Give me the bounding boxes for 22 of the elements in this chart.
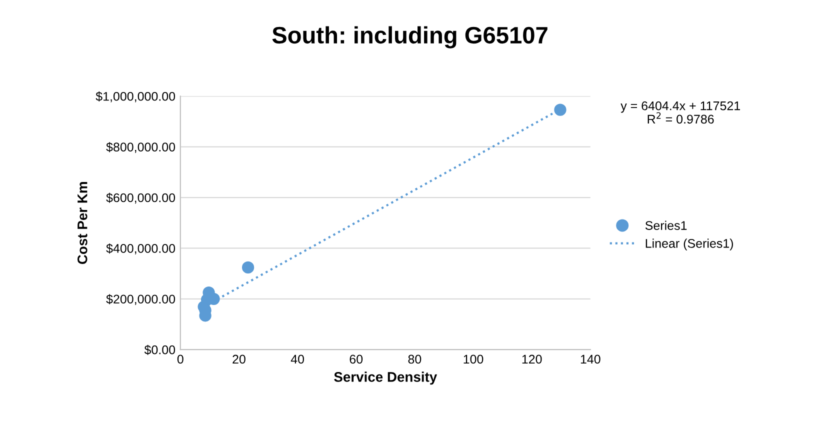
- y-axis-title: Cost Per Km: [77, 182, 88, 264]
- legend-label: Linear (Series1): [646, 238, 733, 250]
- x-tick-label: 80: [408, 354, 422, 364]
- legend-label: Series1: [645, 220, 687, 230]
- x-axis-title: Service Density: [334, 372, 438, 385]
- x-tick-label: 20: [232, 354, 246, 364]
- y-tick-label: $200,000.00: [106, 294, 176, 306]
- y-tick-label: $400,000.00: [106, 243, 176, 254]
- x-tick-label: 140: [580, 354, 600, 364]
- y-tick-label: $0.00: [144, 344, 176, 355]
- x-tick-label: 120: [522, 354, 542, 364]
- y-tick-label: $600,000.00: [106, 192, 176, 204]
- y-tick-label: $1,000,000.00: [96, 91, 176, 102]
- x-tick-label: 60: [350, 354, 363, 364]
- x-tick-label: 0: [177, 354, 184, 364]
- y-tick-label: $800,000.00: [106, 142, 176, 153]
- x-tick-label: 40: [290, 354, 304, 364]
- text: y = 6404.4x + 117521 R$^{2}$ = 0.9786: [620, 101, 740, 124]
- point: [554, 104, 566, 116]
- point: [242, 261, 254, 274]
- x-tick-label: 100: [464, 354, 484, 364]
- chart-title: South: including G65107: [272, 26, 548, 48]
